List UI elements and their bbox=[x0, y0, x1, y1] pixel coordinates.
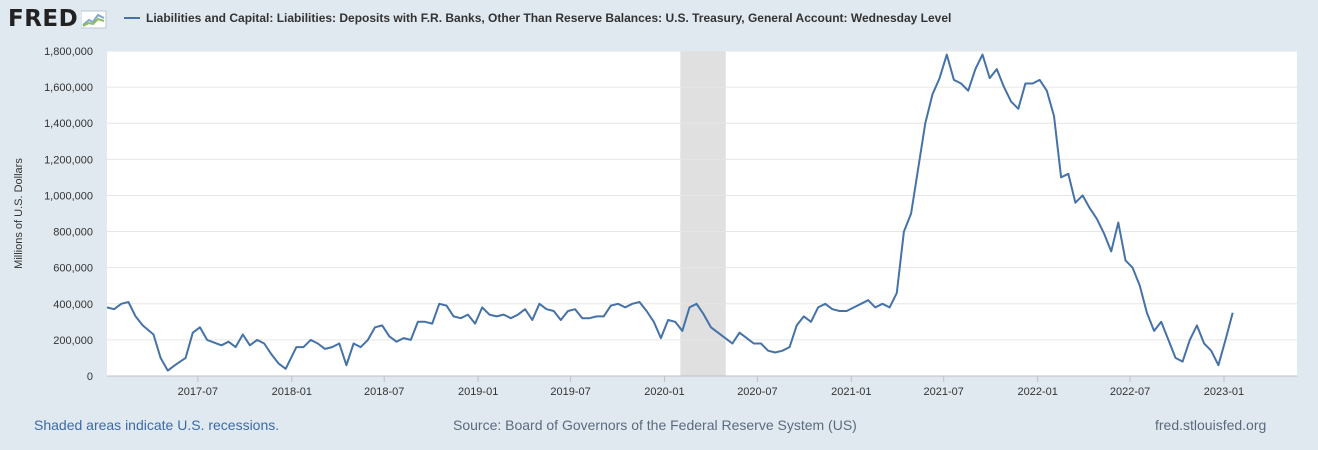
series-line bbox=[106, 53, 1234, 372]
x-tick-label: 2022-07 bbox=[1110, 386, 1150, 398]
x-tick-label: 2021-01 bbox=[831, 386, 871, 398]
y-tick-label: 200,000 bbox=[53, 335, 93, 347]
x-tick-label: 2018-01 bbox=[272, 386, 312, 398]
site-link[interactable]: fred.stlouisfed.org bbox=[1155, 417, 1267, 433]
x-tick-label: 2018-07 bbox=[364, 386, 404, 398]
x-tick-label: 2019-01 bbox=[458, 386, 498, 398]
x-tick-label: 2021-07 bbox=[924, 386, 964, 398]
recession-note: Shaded areas indicate U.S. recessions. bbox=[34, 417, 280, 433]
y-tick-label: 1,600,000 bbox=[44, 82, 93, 94]
x-tick-label: 2022-01 bbox=[1017, 386, 1057, 398]
y-tick-label: 1,200,000 bbox=[44, 154, 93, 166]
y-tick-label: 800,000 bbox=[53, 227, 93, 239]
y-tick-label: 600,000 bbox=[53, 263, 93, 275]
y-tick-label: 1,000,000 bbox=[44, 190, 93, 202]
line-chart: 0 200,000 400,000 600,000 800,000 1,000,000 1,… bbox=[13, 46, 1297, 398]
x-tick-label: 2020-07 bbox=[737, 386, 777, 398]
logo-chart-icon bbox=[81, 10, 107, 29]
fred-logo[interactable]: FRED bbox=[8, 4, 107, 34]
legend-swatch bbox=[124, 17, 140, 19]
source-note: Source: Board of Governors of the Federa… bbox=[453, 417, 857, 433]
legend-label: Liabilities and Capital: Liabilities: De… bbox=[146, 11, 952, 25]
x-tick-label: 2020-01 bbox=[644, 386, 684, 398]
y-tick-label: 1,800,000 bbox=[44, 46, 93, 58]
y-tick-label: 1,400,000 bbox=[44, 118, 93, 130]
y-tick-label: 400,000 bbox=[53, 299, 93, 311]
x-tick-label: 2019-07 bbox=[550, 386, 590, 398]
y-tick-label: 0 bbox=[87, 371, 93, 383]
logo-text: FRED bbox=[8, 6, 79, 32]
recession-shade bbox=[680, 51, 726, 376]
x-tick-label: 2023-01 bbox=[1204, 386, 1244, 398]
chart-legend: Liabilities and Capital: Liabilities: De… bbox=[124, 11, 951, 25]
y-axis-label: Millions of U.S. Dollars bbox=[13, 158, 25, 269]
x-tick-label: 2017-07 bbox=[178, 386, 218, 398]
